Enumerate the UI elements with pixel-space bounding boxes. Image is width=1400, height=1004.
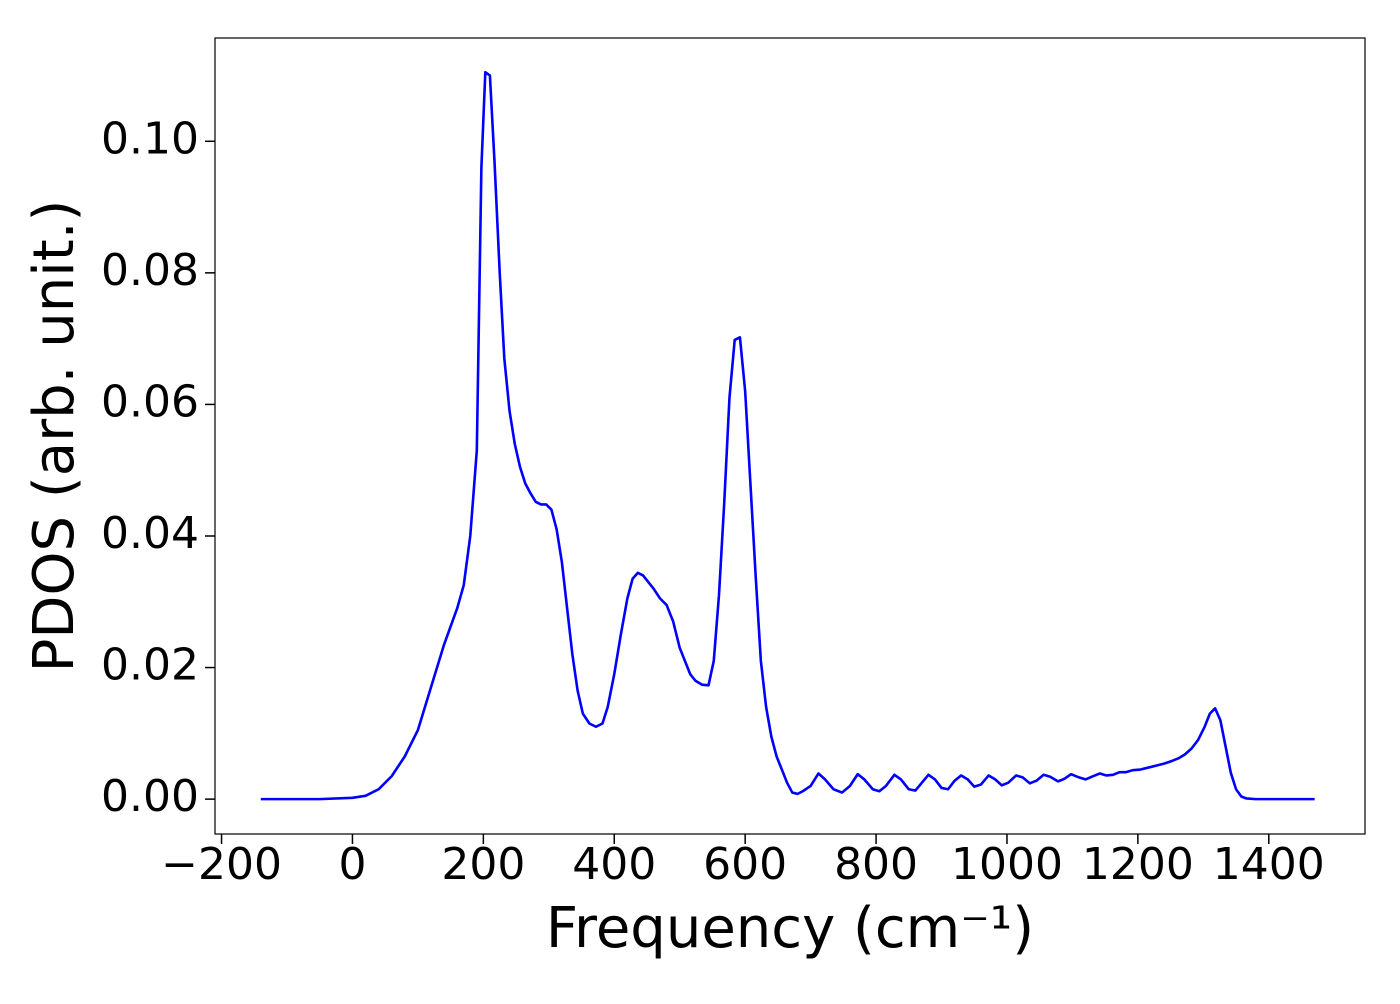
y-tick-label: 0.06 <box>101 376 199 427</box>
y-tick-label: 0.10 <box>101 113 199 164</box>
x-tick-label: 1000 <box>951 839 1063 890</box>
y-tick-label: 0.02 <box>101 640 199 691</box>
line-series <box>260 70 1315 801</box>
x-tick-label: 1400 <box>1213 839 1325 890</box>
x-tick-label: 1200 <box>1082 839 1194 890</box>
x-tick-label: −200 <box>161 839 282 890</box>
x-tick-label: 400 <box>572 839 656 890</box>
x-tick-label: 800 <box>834 839 918 890</box>
y-axis-label: PDOS (arb. unit.) <box>22 200 87 673</box>
y-tick-label: 0.04 <box>101 508 199 559</box>
x-tick-label: 600 <box>703 839 787 890</box>
y-tick-label: 0.08 <box>101 245 199 296</box>
x-tick-label: 200 <box>441 839 525 890</box>
x-axis-label: Frequency (cm⁻¹) <box>546 896 1034 961</box>
x-tick-label: 0 <box>338 839 366 890</box>
y-tick-label: 0.00 <box>101 771 199 822</box>
plot-frame <box>214 37 1366 835</box>
